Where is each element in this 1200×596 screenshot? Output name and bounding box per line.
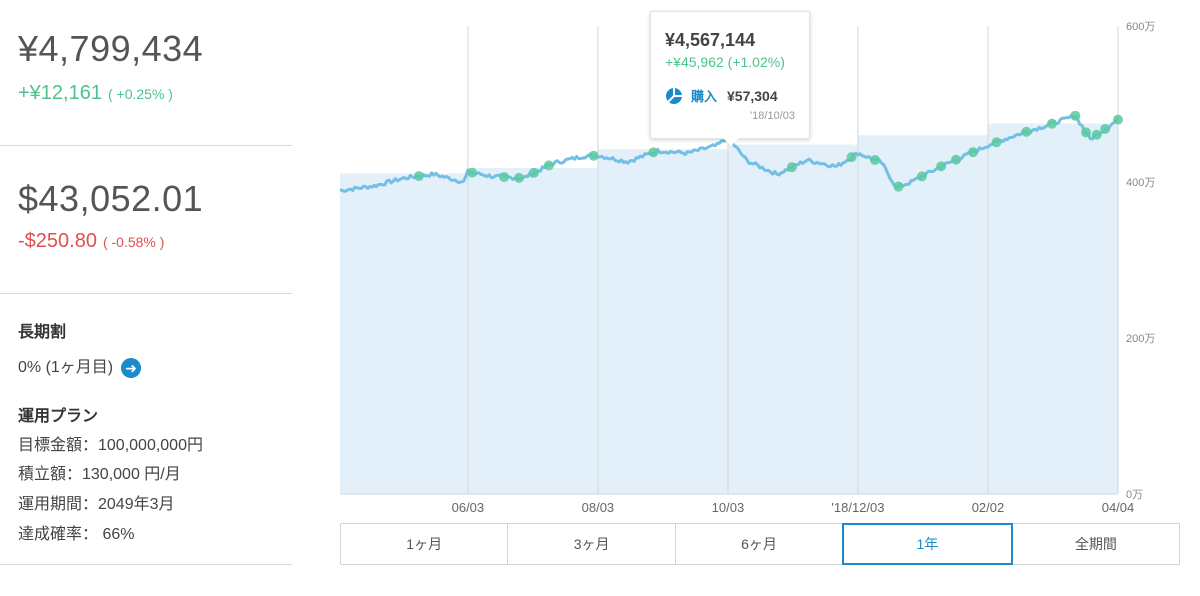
plan-target: 目標金額：100,000,000円 — [18, 437, 203, 454]
tooltip-purchase-row: 購入 ¥57,304 — [665, 86, 778, 105]
purchase-marker[interactable] — [786, 162, 797, 173]
tab-3-months[interactable]: 3ヶ月 — [507, 523, 676, 565]
purchase-marker[interactable] — [499, 172, 510, 183]
total-value-usd: $43,052.01 — [18, 178, 204, 219]
change-usd-percent: ( -0.58% ) — [102, 234, 165, 250]
purchase-marker[interactable] — [1091, 129, 1102, 140]
purchase-marker[interactable] — [413, 171, 424, 182]
tooltip-purchase-amount: ¥57,304 — [727, 87, 778, 104]
x-tick-label: 08/03 — [582, 500, 615, 515]
tooltip-date: '18/10/03 — [750, 110, 795, 122]
tab-6-months[interactable]: 6ヶ月 — [674, 523, 844, 565]
usd-summary: $43,052.01 -$250.80 ( -0.58% ) — [0, 146, 292, 294]
purchase-marker[interactable] — [1100, 123, 1111, 134]
purchase-marker[interactable] — [514, 172, 525, 183]
asset-chart[interactable]: 0万 200万 400万 600万 06/03 08/03 10/03 '18/12/03 02… — [320, 0, 1200, 520]
plan-info: 長期割 0% (1ヶ月目) ➜ 運用プラン 目標金額：100,000,000円 積… — [0, 294, 292, 565]
purchase-marker[interactable] — [916, 171, 927, 182]
chart-tooltip: ¥4,567,144 +¥45,962 (+1.02%) 購入 ¥57,304 … — [650, 11, 810, 146]
purchase-marker[interactable] — [1070, 110, 1081, 121]
purchase-marker[interactable] — [951, 154, 962, 165]
purchase-marker[interactable] — [1113, 114, 1123, 125]
portfolio-summary-panel: ¥4,799,434 +¥12,161 ( +0.25% ) $43,052.01… — [0, 0, 292, 596]
plan-monthly: 積立額：130,000 円/月 — [18, 466, 181, 483]
change-jpy: +¥12,161 ( +0.25% ) — [18, 82, 173, 105]
plan-period: 運用期間：2049年3月 — [18, 496, 175, 513]
discount-title: 長期割 — [18, 324, 67, 341]
asset-chart-svg: 0万 200万 400万 600万 06/03 08/03 10/03 '18/12/03 02… — [339, 21, 1155, 515]
discount-value: 0% (1ヶ月目) — [18, 359, 114, 376]
purchase-marker[interactable] — [588, 150, 599, 161]
wealthnavi-logo-icon — [666, 87, 682, 104]
purchase-marker[interactable] — [543, 160, 554, 171]
plan-probability: 達成確率： 66% — [18, 526, 135, 543]
change-jpy-percent: ( +0.25% ) — [107, 86, 173, 102]
purchase-marker[interactable] — [968, 147, 979, 158]
jpy-summary: ¥4,799,434 +¥12,161 ( +0.25% ) — [0, 0, 292, 146]
x-tick-label: 06/03 — [452, 500, 485, 515]
change-usd-amount: -$250.80 — [18, 230, 97, 252]
invested-amount-area — [340, 115, 1118, 494]
change-usd: -$250.80 ( -0.58% ) — [18, 230, 164, 253]
purchase-marker[interactable] — [528, 167, 539, 178]
discount-value-row: 0% (1ヶ月目) ➜ — [18, 353, 142, 378]
total-value-jpy: ¥4,799,434 — [18, 28, 204, 69]
purchase-marker[interactable] — [991, 137, 1002, 148]
tooltip-value: ¥4,567,144 — [665, 30, 756, 50]
tab-1-month[interactable]: 1ヶ月 — [340, 523, 509, 565]
discount-detail-arrow-icon[interactable]: ➜ — [121, 357, 142, 378]
purchase-marker[interactable] — [893, 181, 904, 192]
tab-1-year[interactable]: 1年 — [842, 523, 1013, 565]
y-tick-label: 0万 — [1126, 489, 1143, 501]
purchase-marker[interactable] — [936, 161, 947, 172]
purchase-marker[interactable] — [1021, 126, 1032, 137]
x-tick-label: 10/03 — [712, 500, 745, 515]
plan-title: 運用プラン — [18, 408, 99, 425]
x-tick-label: 04/04 — [1102, 500, 1135, 515]
purchase-marker[interactable] — [467, 167, 478, 178]
y-tick-label: 600万 — [1126, 21, 1155, 33]
tab-all-period[interactable]: 全期間 — [1011, 523, 1181, 565]
purchase-marker[interactable] — [1081, 127, 1092, 138]
purchase-marker[interactable] — [846, 152, 857, 163]
x-tick-label: '18/12/03 — [831, 500, 884, 515]
purchase-marker[interactable] — [870, 154, 881, 165]
tooltip-purchase-label: 購入 — [691, 89, 718, 104]
purchase-marker[interactable] — [648, 147, 659, 158]
tooltip-change: +¥45,962 (+1.02%) — [665, 54, 785, 70]
y-tick-label: 200万 — [1126, 333, 1155, 345]
x-tick-label: 02/02 — [972, 500, 1005, 515]
change-jpy-amount: +¥12,161 — [18, 82, 102, 104]
y-tick-label: 400万 — [1126, 177, 1155, 189]
period-tabs: 1ヶ月 3ヶ月 6ヶ月 1年 全期間 — [340, 523, 1181, 565]
purchase-marker[interactable] — [1046, 118, 1057, 129]
